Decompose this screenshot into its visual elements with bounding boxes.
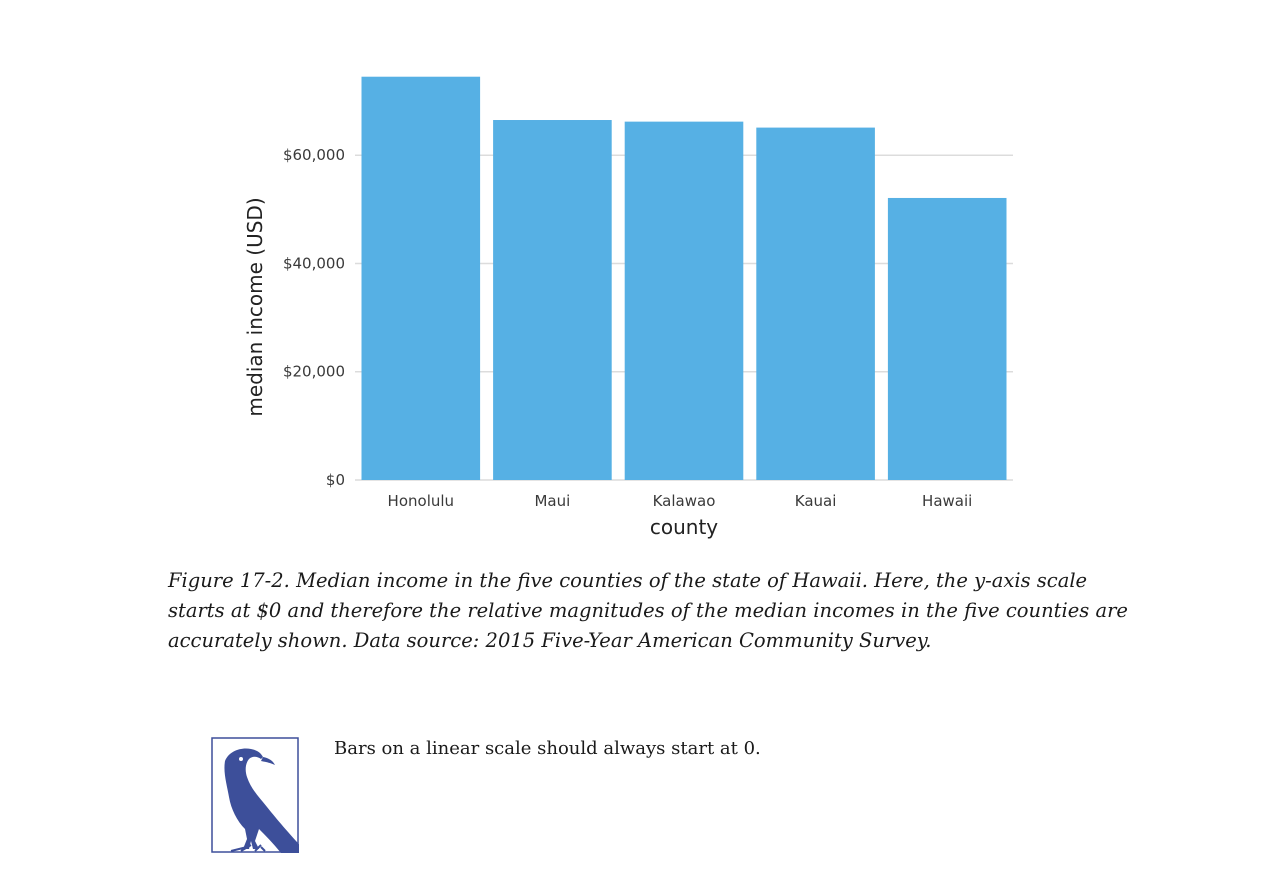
y-tick-labels: $0 $20,000 $40,000 $60,000 xyxy=(283,146,345,489)
figure-caption: Figure 17-2. Median income in the five c… xyxy=(168,569,1128,652)
x-tick-label: Maui xyxy=(534,492,570,510)
bar-kalawao xyxy=(624,121,744,481)
x-tick-label: Kalawao xyxy=(653,492,716,510)
x-axis-title: county xyxy=(650,515,718,539)
y-tick-label: $0 xyxy=(326,471,345,489)
bar-maui xyxy=(493,120,612,480)
bars xyxy=(361,76,1007,481)
bar-hawaii xyxy=(887,197,1007,480)
note-text: Bars on a linear scale should always sta… xyxy=(334,738,761,759)
bar-chart: $0 $20,000 $40,000 $60,000 Honolulu Maui Kala… xyxy=(243,76,1013,539)
x-tick-labels: Honolulu Maui Kalawao Kauai Hawaii xyxy=(388,492,973,510)
y-tick-label: $60,000 xyxy=(283,146,345,164)
bar-honolulu xyxy=(361,76,481,480)
x-tick-label: Kauai xyxy=(795,492,837,510)
bar-kauai xyxy=(756,127,875,480)
x-tick-label: Hawaii xyxy=(922,492,972,510)
y-tick-label: $20,000 xyxy=(283,363,345,381)
x-tick-label: Honolulu xyxy=(388,492,455,510)
crow-icon xyxy=(211,737,299,853)
y-tick-label: $40,000 xyxy=(283,254,345,272)
y-axis-title: median income (USD) xyxy=(243,197,267,416)
